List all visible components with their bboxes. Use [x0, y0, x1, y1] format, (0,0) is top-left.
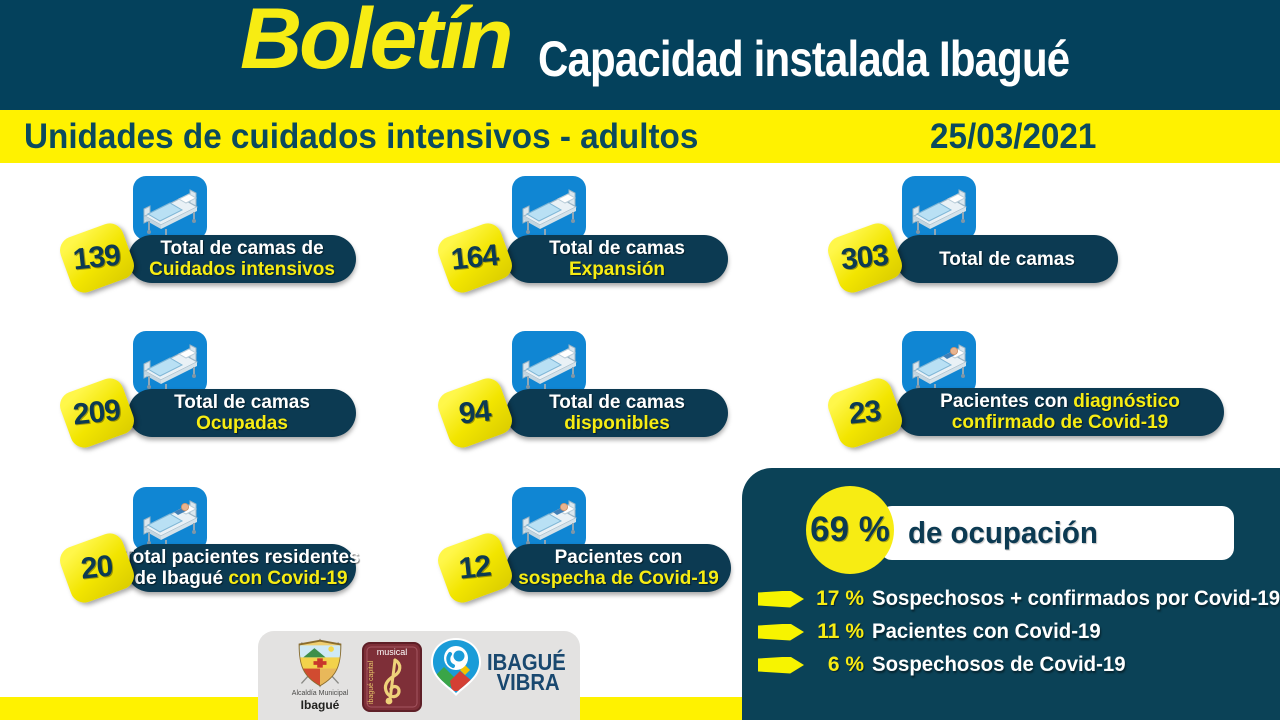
stat-label-accent: Expansión: [568, 259, 666, 280]
stat-label-accent: sospecha de Covid-19: [518, 568, 719, 589]
vibra-line1: IBAGUÉ: [487, 649, 566, 675]
stat-card-residentes-covid: Total pacientes residentes de Ibagué con…: [122, 544, 360, 592]
stat-label: Total de camas: [939, 248, 1075, 270]
stat-label: Total pacientes residentes: [122, 547, 360, 568]
stat-label-accent: Cuidados intensivos: [149, 259, 335, 280]
stat-label-accent: Ocupadas: [196, 413, 288, 434]
alcaldia-name: Ibagué: [300, 698, 340, 712]
stat-label: Total de camas: [549, 392, 685, 413]
arrow-bullet-icon: [758, 590, 804, 608]
bullet-row-sospechosos-covid: 6 % Sospechosos de Covid-19: [758, 652, 1133, 678]
occupancy-panel: de ocupación 69 % 17 % Sospechosos + con…: [742, 468, 1280, 720]
stat-label: Total de camas: [174, 392, 310, 413]
stat-card-ocupadas: Total de camas Ocupadas: [128, 389, 356, 437]
stat-label-accent: disponibles: [564, 413, 670, 434]
bullet-pct: 11 %: [817, 620, 864, 643]
stat-card-total-uci: Total de camas de Cuidados intensivos: [128, 235, 356, 283]
patient-in-bed-icon: [902, 331, 976, 395]
hospital-bed-icon: [133, 176, 207, 240]
stat-value: 139: [71, 238, 123, 277]
stat-card-sospecha: Pacientes con sospecha de Covid-19: [506, 544, 731, 592]
patient-in-bed-icon: [133, 487, 207, 551]
bullet-row-sospechosos-confirmados: 17 % Sospechosos + confirmados por Covid…: [758, 586, 1280, 612]
section-banner: Unidades de cuidados intensivos - adulto…: [0, 110, 1280, 163]
ibague-capital-musical-logo: musical ibagué capital: [362, 642, 422, 712]
report-date: 25/03/2021: [930, 117, 1097, 156]
stat-value: 12: [457, 549, 493, 586]
patient-in-bed-icon: [512, 487, 586, 551]
hospital-bed-icon: [512, 176, 586, 240]
occupancy-label: de ocupación: [908, 515, 1098, 550]
value-badge: 12: [434, 529, 516, 607]
stat-value: 94: [457, 394, 493, 431]
musical-logo-top-text: musical: [377, 647, 408, 657]
stat-value: 164: [449, 238, 501, 277]
value-badge: 209: [56, 374, 138, 452]
vibra-line2: VIBRA: [496, 669, 560, 695]
ibague-vibra-pin-logo: [431, 638, 481, 696]
value-badge: 23: [824, 374, 906, 452]
stat-label-accent: con Covid-19: [228, 568, 348, 589]
hospital-bed-icon: [902, 176, 976, 240]
value-badge: 20: [56, 529, 138, 607]
stat-label: Pacientes con: [554, 547, 683, 568]
stat-value: 20: [79, 549, 115, 586]
bullet-pct: 17 %: [816, 587, 864, 610]
vibra-wordmark: IBAGUÉ VIBRA: [487, 649, 566, 695]
value-badge: 139: [56, 219, 138, 297]
hospital-bed-icon: [512, 331, 586, 395]
stat-value: 23: [847, 394, 883, 431]
stat-card-disponibles: Total de camas disponibles: [506, 389, 728, 437]
alcaldia-ibague-coat-of-arms: [298, 638, 342, 688]
stat-label: Pacientes con: [940, 391, 1074, 412]
stat-card-confirmados: Pacientes con diagnóstico confirmado de …: [896, 388, 1224, 436]
header-bar: Boletín Capacidad instalada Ibagué: [0, 0, 1280, 110]
section-title: Unidades de cuidados intensivos - adulto…: [24, 117, 699, 156]
brand-title: Boletín: [240, 0, 513, 87]
arrow-bullet-icon: [758, 656, 804, 674]
stat-label: de Ibagué: [134, 568, 229, 589]
stat-card-total-camas: Total de camas: [896, 235, 1118, 283]
bullet-label: Pacientes con Covid-19: [872, 620, 1101, 643]
musical-logo-side-text: ibagué capital: [368, 660, 375, 704]
stat-label: Total de camas: [549, 238, 685, 259]
stat-label-accent: diagnóstico: [1073, 391, 1180, 412]
alcaldia-caption: Alcaldía Municipal: [291, 690, 349, 697]
arrow-bullet-icon: [758, 623, 804, 641]
value-badge: 303: [824, 219, 906, 297]
value-badge: 94: [434, 374, 516, 452]
stat-label: Total de camas de: [160, 238, 324, 259]
occupancy-label-box: de ocupación: [880, 506, 1234, 560]
stat-card-expansion: Total de camas Expansión: [506, 235, 728, 283]
value-badge: 164: [434, 219, 516, 297]
bullet-pct: 6 %: [827, 653, 864, 676]
hospital-bed-icon: [133, 331, 207, 395]
bullet-row-pacientes-covid: 11 % Pacientes con Covid-19: [758, 619, 1108, 645]
occupancy-circle: 69 %: [806, 486, 894, 574]
stat-value: 209: [71, 393, 123, 432]
page-title: Capacidad instalada Ibagué: [538, 31, 1070, 87]
bullet-label: Sospechosos de Covid-19: [872, 653, 1126, 676]
bullet-label: Sospechosos + confirmados por Covid-19: [872, 587, 1280, 610]
stat-value: 303: [839, 238, 891, 277]
occupancy-value: 69 %: [810, 510, 890, 549]
stat-label-accent: confirmado de Covid-19: [951, 412, 1169, 433]
